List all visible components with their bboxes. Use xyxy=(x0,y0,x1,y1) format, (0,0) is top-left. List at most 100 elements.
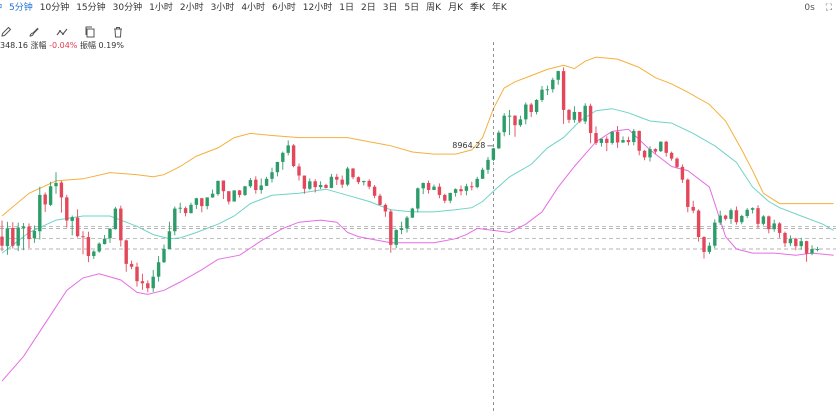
candle-body xyxy=(362,180,366,183)
candle-body xyxy=(437,186,442,195)
timeframe-tabs: 分钟 5分钟 10分钟 15分钟 30分钟 1小时 2小时 3小时 4小时 6小时 12小时 1日 2日… xyxy=(0,0,514,16)
candle-body xyxy=(308,181,312,189)
timeframe-tab[interactable]: 12小时 xyxy=(302,3,333,13)
timeframe-tab[interactable]: 1小时 xyxy=(149,3,173,13)
timeframe-tab[interactable]: 5分钟 xyxy=(9,3,33,13)
candle-body xyxy=(686,179,690,207)
candle-body xyxy=(86,237,91,257)
amplitude-label: 振幅 xyxy=(79,41,96,50)
candle-body xyxy=(637,130,641,151)
candle-body xyxy=(124,240,128,264)
candle-body xyxy=(459,189,463,192)
stats-line: 348.16 涨幅 -0.04% 振幅 0.19% xyxy=(0,40,124,52)
candle-body xyxy=(264,178,269,186)
candle-body xyxy=(248,180,253,187)
upper-band-line xyxy=(1,56,834,217)
candle-body xyxy=(345,168,350,185)
middle-band-line xyxy=(1,108,834,254)
candle-body xyxy=(653,149,658,152)
candle-body xyxy=(599,138,604,143)
candle-body xyxy=(443,194,447,201)
timeframe-tab[interactable]: 3日 xyxy=(382,3,398,13)
timeframe-tab[interactable]: 5日 xyxy=(404,3,420,13)
candle-body xyxy=(102,238,107,245)
trash-icon[interactable] xyxy=(112,26,124,38)
pencil-icon[interactable] xyxy=(0,26,12,38)
candle-body xyxy=(243,186,247,195)
drawing-tools xyxy=(0,21,135,37)
candle-body xyxy=(794,238,798,247)
candle-body xyxy=(329,176,334,188)
candle-body xyxy=(27,226,31,240)
candle-body xyxy=(0,236,4,246)
copy-icon[interactable] xyxy=(84,26,96,38)
candle-body xyxy=(356,177,361,183)
timeframe-tab[interactable]: 分钟 xyxy=(0,0,2,16)
candle-body xyxy=(518,119,523,126)
candle-body xyxy=(178,207,182,209)
candle-body xyxy=(210,193,215,198)
candle-body xyxy=(275,161,280,173)
candle-body xyxy=(297,166,301,176)
line-tool-icon[interactable] xyxy=(56,26,68,38)
timeframe-tab[interactable]: 2日 xyxy=(360,3,376,13)
candle-body xyxy=(605,138,609,143)
candle-body xyxy=(378,195,382,205)
candle-body xyxy=(648,149,652,158)
candle-body xyxy=(205,197,209,207)
candle-body xyxy=(545,89,550,91)
timeframe-tab[interactable]: 4小时 xyxy=(241,3,266,13)
candle-body xyxy=(750,208,755,210)
refresh-interval-label[interactable]: 0s xyxy=(804,3,815,13)
brush-icon[interactable] xyxy=(28,26,40,38)
candle-body xyxy=(702,237,706,252)
candle-body xyxy=(475,178,479,188)
candle-body xyxy=(696,210,701,238)
value-label: 348.16 xyxy=(0,41,28,50)
timeframe-tab[interactable]: 1日 xyxy=(339,3,354,13)
timeframe-tab[interactable]: 2小时 xyxy=(179,3,204,13)
candle-body xyxy=(788,238,793,244)
candle-body xyxy=(399,228,404,231)
candle-body xyxy=(48,186,53,205)
candle-body xyxy=(146,283,150,289)
candle-body xyxy=(799,241,803,247)
candle-body xyxy=(497,132,501,149)
candle-body xyxy=(173,208,177,232)
timeframe-tab[interactable]: 季K xyxy=(469,3,485,13)
candle-body xyxy=(75,217,80,237)
candle-body xyxy=(394,230,398,245)
candle-body xyxy=(81,236,85,238)
candle-body xyxy=(507,115,512,117)
timeframe-tab[interactable]: 15分钟 xyxy=(76,3,106,13)
candle-body xyxy=(680,166,685,180)
timeframe-tab[interactable]: 10分钟 xyxy=(39,3,70,13)
candle-body xyxy=(594,133,598,143)
candle-body xyxy=(421,182,425,189)
timeframe-tab[interactable]: 30分钟 xyxy=(112,3,143,13)
candle-body xyxy=(777,223,782,233)
candle-body xyxy=(610,131,614,143)
candle-body xyxy=(642,150,647,158)
candle-body xyxy=(502,115,506,133)
right-controls: 0s ⛶ xyxy=(796,0,832,16)
candle-body xyxy=(410,208,415,218)
candle-body xyxy=(707,245,712,252)
fullscreen-icon[interactable]: ⛶ xyxy=(825,3,832,13)
candle-body xyxy=(740,215,744,223)
candle-body xyxy=(372,186,377,196)
candle-body xyxy=(167,231,172,250)
candle-body xyxy=(718,215,722,223)
candle-body xyxy=(113,208,118,230)
timeframe-tab[interactable]: 月K xyxy=(448,3,463,13)
candle-body xyxy=(5,228,10,247)
candle-body xyxy=(486,159,490,170)
candle-body xyxy=(470,186,474,188)
timeframe-tab[interactable]: 6小时 xyxy=(272,3,296,13)
candle-body xyxy=(367,180,371,187)
timeframe-tab[interactable]: 年K xyxy=(491,3,507,13)
timeframe-tab[interactable]: 3小时 xyxy=(210,3,235,13)
candle-body xyxy=(54,182,58,187)
timeframe-tab[interactable]: 周K xyxy=(426,3,442,13)
